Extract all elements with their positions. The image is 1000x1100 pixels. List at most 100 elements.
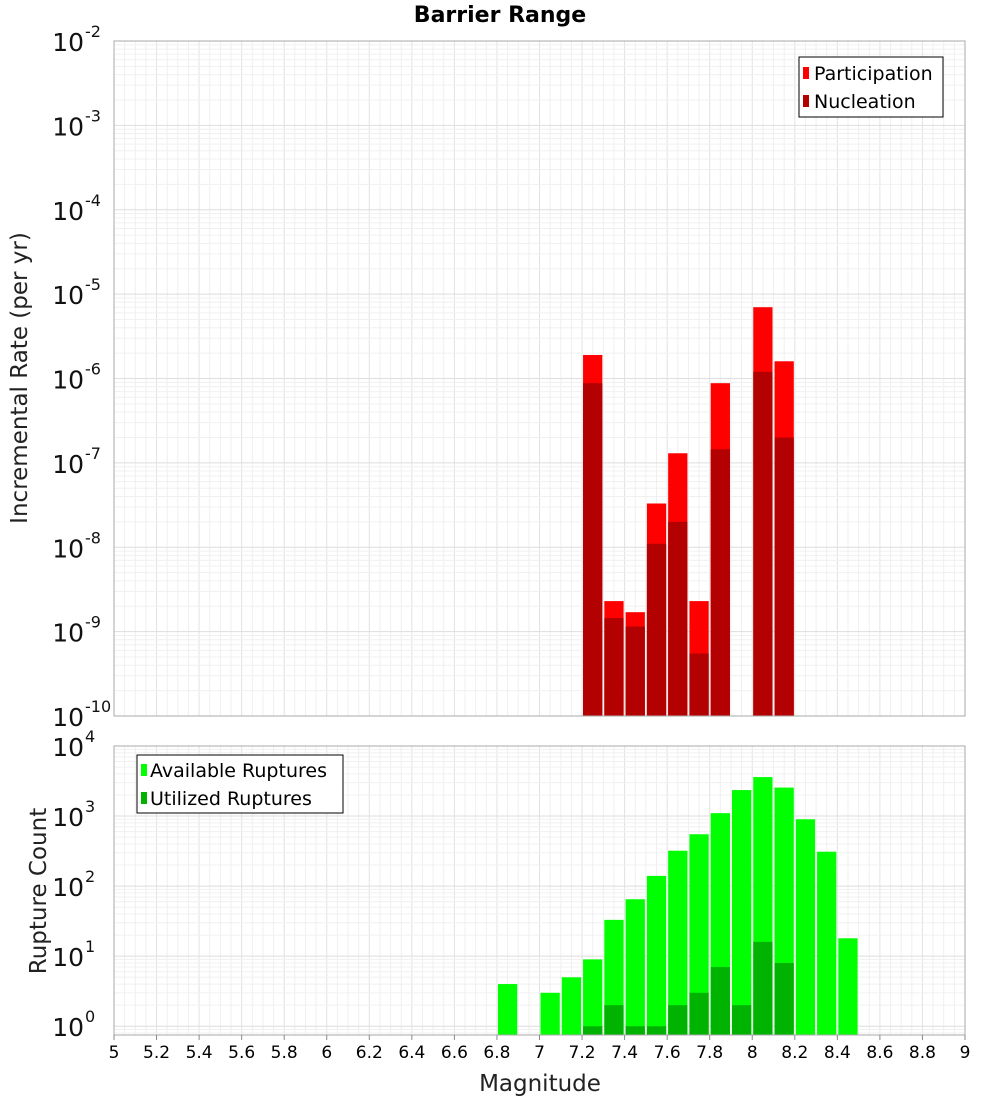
y-tick-exponent: -6 [85, 360, 101, 379]
x-tick-label: 6.4 [398, 1043, 425, 1063]
legend-nucleation-swatch [803, 95, 809, 107]
y-tick-label: 10 [52, 733, 84, 762]
top-y-ticks: 10-210-310-410-510-610-710-810-910-10 [52, 22, 111, 732]
bottom-legend-box [136, 754, 344, 814]
y-tick-exponent: 2 [85, 867, 95, 886]
y-tick-exponent: -10 [85, 697, 111, 716]
legend-nucleation-label: Nucleation [814, 91, 916, 113]
bar-available-ruptures [689, 834, 709, 1035]
x-tick-label: 7.2 [569, 1043, 596, 1063]
bar-available-ruptures [731, 790, 752, 1035]
bar-nucleation [710, 449, 730, 716]
y-tick-label: 10 [52, 619, 84, 648]
y-tick-label: 10 [52, 703, 84, 732]
y-tick-label: 10 [52, 28, 84, 57]
bottom-bars [497, 777, 858, 1035]
legend-available-swatch [141, 764, 147, 776]
y-tick-exponent: -2 [85, 22, 101, 41]
bar-available-ruptures [561, 977, 582, 1035]
legend-participation-swatch [803, 67, 809, 79]
y-tick-label: 10 [52, 1013, 84, 1042]
x-tick-label: 7.6 [654, 1043, 681, 1063]
y-tick-label: 10 [52, 450, 84, 479]
bar-nucleation [689, 653, 709, 716]
bar-utilized-ruptures [731, 1005, 752, 1035]
bar-available-ruptures [497, 984, 518, 1035]
x-tick-label: 8.8 [909, 1043, 936, 1063]
y-tick-label: 10 [52, 873, 84, 902]
y-tick-label: 10 [52, 534, 84, 563]
legend-utilized-label: Utilized Ruptures [150, 788, 312, 810]
bar-utilized-ruptures [710, 967, 730, 1035]
x-tick-label: 6.2 [356, 1043, 383, 1063]
x-tick-label: 6.6 [441, 1043, 468, 1063]
x-tick-label: 5.2 [143, 1043, 170, 1063]
x-tick-label: 8.2 [781, 1043, 808, 1063]
x-tick-label: 8.6 [866, 1043, 893, 1063]
x-tick-label: 5 [109, 1043, 120, 1063]
bar-available-ruptures [838, 938, 858, 1035]
y-tick-exponent: -7 [85, 444, 101, 463]
bar-utilized-ruptures [689, 992, 709, 1035]
bar-available-ruptures [817, 851, 837, 1035]
bar-available-ruptures [625, 899, 645, 1035]
x-tick-label: 5.8 [271, 1043, 298, 1063]
y-tick-exponent: 4 [85, 727, 95, 746]
y-tick-label: 10 [52, 112, 84, 141]
bar-utilized-ruptures [753, 941, 773, 1035]
y-tick-label: 10 [52, 281, 84, 310]
bar-nucleation [753, 371, 773, 716]
x-axis-label: Magnitude [479, 1071, 601, 1097]
bottom-y-axis-label: Rupture Count [26, 808, 52, 974]
bar-utilized-ruptures [625, 1026, 645, 1035]
bar-available-ruptures [795, 819, 816, 1035]
y-tick-exponent: -4 [85, 191, 101, 210]
y-tick-exponent: -8 [85, 528, 101, 547]
y-tick-exponent: -5 [85, 275, 101, 294]
y-tick-label: 10 [52, 943, 84, 972]
bar-nucleation [625, 626, 645, 716]
chart-title: Barrier Range [414, 3, 586, 28]
x-tick-label: 6 [321, 1043, 332, 1063]
top-legend-box [798, 56, 944, 118]
legend-participation-label: Participation [814, 63, 933, 85]
bar-utilized-ruptures [668, 1005, 688, 1035]
bar-nucleation [774, 437, 794, 716]
bar-utilized-ruptures [646, 1026, 667, 1035]
x-tick-label: 8.4 [824, 1043, 851, 1063]
top-bars [583, 307, 794, 716]
bar-available-ruptures [583, 959, 603, 1035]
y-tick-exponent: -3 [85, 106, 101, 125]
bar-nucleation [646, 543, 667, 716]
bar-nucleation [583, 383, 603, 716]
legend-utilized-swatch [141, 792, 147, 804]
bar-nucleation [668, 521, 688, 716]
y-tick-exponent: -9 [85, 613, 101, 632]
bar-utilized-ruptures [583, 1026, 603, 1035]
legend-available-label: Available Ruptures [150, 760, 327, 782]
x-tick-label: 9 [960, 1043, 971, 1063]
y-tick-label: 10 [52, 366, 84, 395]
bar-available-ruptures [540, 992, 560, 1035]
x-tick-label: 5.6 [228, 1043, 255, 1063]
bar-utilized-ruptures [774, 962, 794, 1035]
y-tick-label: 10 [52, 197, 84, 226]
top-panel: 10-210-310-410-510-610-710-810-910-10 In… [7, 22, 966, 732]
x-ticks: 5 5.2 5.4 5.6 5.8 6 6.2 6.4 6.6 6.8 7 7.2 7.4 7.6 7.8 8… [109, 1035, 971, 1063]
x-tick-label: 7 [534, 1043, 545, 1063]
x-tick-label: 7.4 [611, 1043, 638, 1063]
top-legend: Participation Nucleation [798, 56, 944, 118]
x-tick-label: 7.8 [696, 1043, 723, 1063]
bar-utilized-ruptures [604, 1005, 624, 1035]
x-tick-label: 8 [747, 1043, 758, 1063]
bar-available-ruptures [646, 875, 667, 1035]
y-tick-exponent: 3 [85, 797, 95, 816]
top-plot-frame [113, 40, 966, 717]
y-tick-exponent: 0 [85, 1007, 95, 1026]
y-tick-exponent: 1 [85, 937, 95, 956]
bar-available-ruptures [668, 850, 688, 1035]
bottom-legend: Available Ruptures Utilized Ruptures [136, 754, 344, 814]
